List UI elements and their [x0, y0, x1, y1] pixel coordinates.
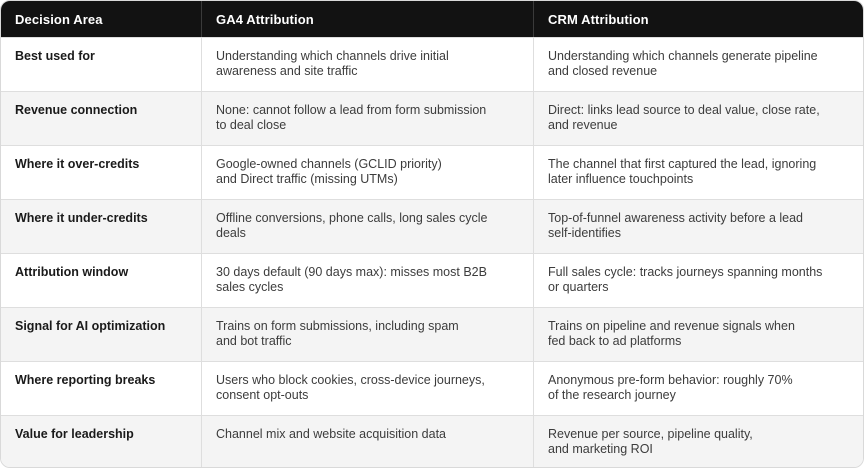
ga4-cell: Offline conversions, phone calls, long s…: [201, 200, 533, 253]
table-row: Where it under-credits Offline conversio…: [1, 199, 863, 253]
table-row: Where it over-credits Google-owned chann…: [1, 145, 863, 199]
header-crm-attribution: CRM Attribution: [533, 1, 863, 37]
crm-cell: Direct: links lead source to deal value,…: [533, 92, 863, 145]
row-area-label: Where it over-credits: [15, 157, 140, 171]
row-area-label: Signal for AI optimization: [15, 319, 166, 333]
ga4-cell: 30 days default (90 days max): misses mo…: [201, 254, 533, 307]
row-area-label: Revenue connection: [15, 103, 138, 117]
row-area-label: Attribution window: [15, 265, 129, 279]
crm-cell: Understanding which channels generate pi…: [533, 38, 863, 91]
row-area-label: Where it under-credits: [15, 211, 148, 225]
table-row: Attribution window 30 days default (90 d…: [1, 253, 863, 307]
crm-cell: The channel that first captured the lead…: [533, 146, 863, 199]
crm-cell: Full sales cycle: tracks journeys spanni…: [533, 254, 863, 307]
ga4-cell: Users who block cookies, cross-device jo…: [201, 362, 533, 415]
crm-cell: Revenue per source, pipeline quality, an…: [533, 416, 863, 467]
header-decision-area: Decision Area: [15, 11, 103, 27]
crm-cell: Anonymous pre-form behavior: roughly 70%…: [533, 362, 863, 415]
crm-cell: Top-of-funnel awareness activity before …: [533, 200, 863, 253]
ga4-cell: Understanding which channels drive initi…: [201, 38, 533, 91]
ga4-cell: None: cannot follow a lead from form sub…: [201, 92, 533, 145]
ga4-cell: Trains on form submissions, including sp…: [201, 308, 533, 361]
row-area-label: Value for leadership: [15, 427, 134, 441]
table-row: Value for leadership Channel mix and web…: [1, 415, 863, 467]
row-area-label: Best used for: [15, 49, 95, 63]
table-row: Revenue connection None: cannot follow a…: [1, 91, 863, 145]
table-row: Best used for Understanding which channe…: [1, 37, 863, 91]
crm-cell: Trains on pipeline and revenue signals w…: [533, 308, 863, 361]
table-row: Where reporting breaks Users who block c…: [1, 361, 863, 415]
table-row: Signal for AI optimization Trains on for…: [1, 307, 863, 361]
table-header-row: Decision Area GA4 Attribution CRM Attrib…: [1, 1, 863, 37]
row-area-label: Where reporting breaks: [15, 373, 156, 387]
ga4-cell: Google-owned channels (GCLID priority) a…: [201, 146, 533, 199]
header-ga4-attribution: GA4 Attribution: [201, 1, 533, 37]
ga4-cell: Channel mix and website acquisition data: [201, 416, 533, 467]
